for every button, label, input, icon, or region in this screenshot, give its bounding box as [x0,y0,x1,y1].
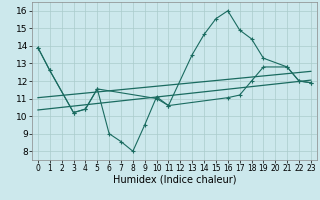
X-axis label: Humidex (Indice chaleur): Humidex (Indice chaleur) [113,175,236,185]
